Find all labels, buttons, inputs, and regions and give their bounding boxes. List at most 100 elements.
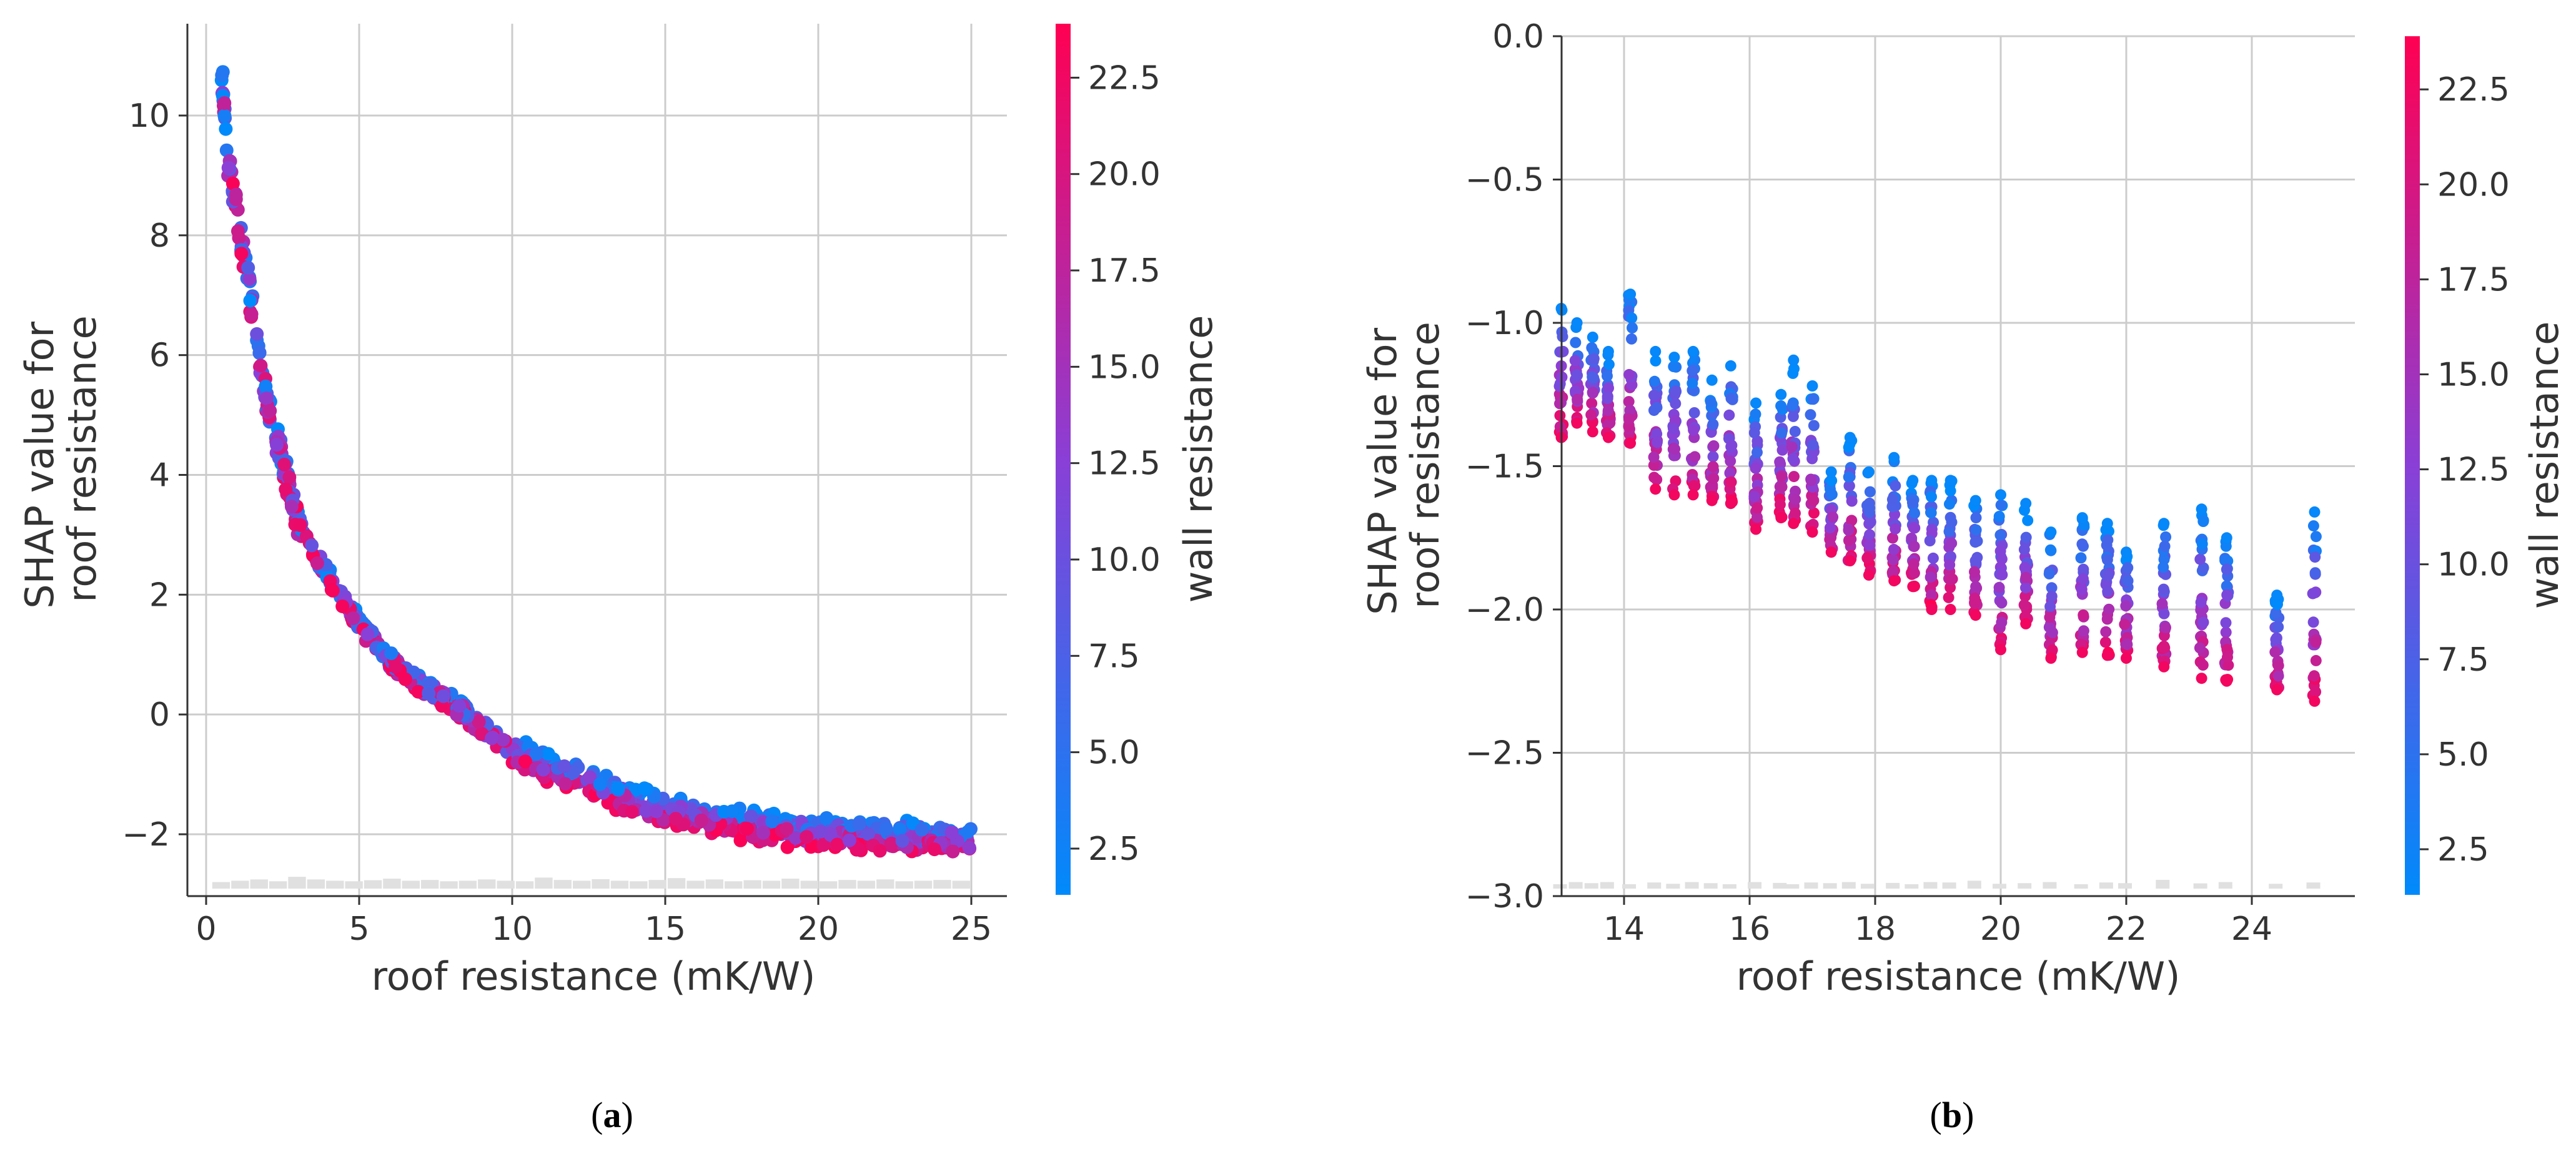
chart-b-point [2220,617,2232,629]
chart-b-point [2310,686,2322,698]
chart-b-point [1670,385,1682,397]
chart-b-point [1946,516,1958,528]
chart-b-hist-bar [2306,882,2321,889]
chart-b-point [2046,582,2058,594]
chart-b-point [1926,475,1938,486]
chart-b-point [2158,608,2170,619]
chart-a-point [472,714,486,729]
chart-b-hist-bar [1666,884,1680,889]
chart-b-point [2309,506,2321,518]
chart-b-hist-bar [1841,882,1856,889]
chart-b-point [2308,670,2320,682]
chart-b-point [2020,571,2032,583]
chart-b-point [1585,409,1597,421]
chart-b-point [2194,642,2206,654]
chart-a-hist-bar [458,880,477,889]
chart-b-colorbar-tick-label: 10.0 [2437,546,2510,584]
chart-b-hist-bar [1823,883,1837,889]
chart-a-hist-bar [420,880,439,889]
chart-a-point [389,659,403,674]
chart-b-point [1650,483,1662,495]
chart-a-point [744,809,758,824]
chart-b-point [1587,387,1599,398]
chart-b-point [2196,673,2207,684]
chart-b-point [2018,599,2030,611]
chart-b-point [1570,337,1582,348]
chart-a-ylabel-line2: roof resistance [59,315,105,602]
chart-b-point [2160,531,2172,543]
chart-b-point [2159,540,2171,552]
chart-b-point [1969,609,1981,621]
chart-a-ytick-label: 0 [149,696,170,734]
chart-b-point [2221,563,2232,575]
chart-a: 0 5 10 15 20 25 −2 0 2 4 6 8 10 roof resistance (mK/… [17,24,1221,1135]
chart-b-hist-bar [1785,884,1800,889]
chart-b-point [1623,396,1635,408]
chart-b-point [1906,496,1918,508]
chart-a-point [733,833,748,847]
chart-a-point [842,833,856,847]
chart-b-point [1907,475,1919,486]
chart-a-hist-bar [288,877,306,889]
chart-b-point [2158,661,2170,673]
chart-b-point [1572,393,1583,405]
chart-b-point [1708,440,1720,451]
chart-b-ytick-label: −2.0 [1465,591,1544,629]
chart-a-hist-bar [364,880,382,889]
chart-a-hist-bar [478,879,496,889]
chart-b-point [1706,374,1718,386]
chart-b-point [1969,495,1981,506]
chart-a-ticks: 0 5 10 15 20 25 −2 0 2 4 6 8 10 [122,97,992,948]
chart-b-point [1689,451,1701,463]
chart-b-point [2271,684,2283,696]
chart-b-point [2272,670,2284,682]
chart-a-point [800,830,814,844]
chart-b-hist-bar [2074,884,2088,889]
chart-b-point [1805,409,1816,421]
chart-b-xtick-label: 14 [1603,910,1645,948]
chart-b-point [2157,583,2169,595]
chart-b-point [1687,377,1698,389]
chart-a-point [914,822,929,837]
chart-a-hist-bar [515,881,534,889]
chart-b-point [1750,408,1761,420]
chart-b-point [1890,523,1901,535]
chart-b-point [2197,562,2209,574]
chart-b-point [1825,546,1837,558]
chart-b-point [1776,470,1788,482]
chart-b-point [1907,581,1919,593]
chart-a-point [411,684,425,699]
chart-b-hist-bar [1722,884,1736,889]
chart-b-point [2271,632,2282,644]
chart-a-hist-bar [402,880,420,889]
chart-a-point [625,805,639,819]
chart-b-point [1926,604,1938,615]
chart-b-colorbar-tick-label: 15.0 [2437,356,2510,393]
chart-b-point [1887,532,1898,544]
chart-b-point [1725,360,1736,372]
chart-b-point [1864,486,1876,498]
chart-b-point [1725,393,1737,404]
chart-a-point [335,599,350,613]
chart-b-point [1843,525,1855,536]
chart-b-point [1668,361,1680,372]
chart-b-point [2046,627,2058,638]
chart-b-point [1687,365,1698,377]
chart-b-hist-bar [1600,882,1614,889]
chart-a-point [231,224,245,239]
chart-a-point [852,817,866,831]
chart-b-point [1648,390,1660,402]
chart-b-point [1925,571,1936,583]
chart-a-xtick-label: 20 [798,910,839,948]
chart-b-point [1667,423,1679,435]
chart-a-point [259,379,273,393]
chart-a-point [928,842,941,857]
chart-a-point [789,831,803,845]
chart-b-hist-bar [1703,883,1718,889]
chart-b-point [1787,410,1799,422]
chart-b-colorbar-tick-label: 22.5 [2437,71,2510,109]
chart-b-point [2159,642,2171,654]
chart-b-hist-bar [1905,884,1919,889]
chart-b-xtick-label: 22 [2106,910,2147,948]
chart-a-xtick-label: 10 [492,910,533,948]
